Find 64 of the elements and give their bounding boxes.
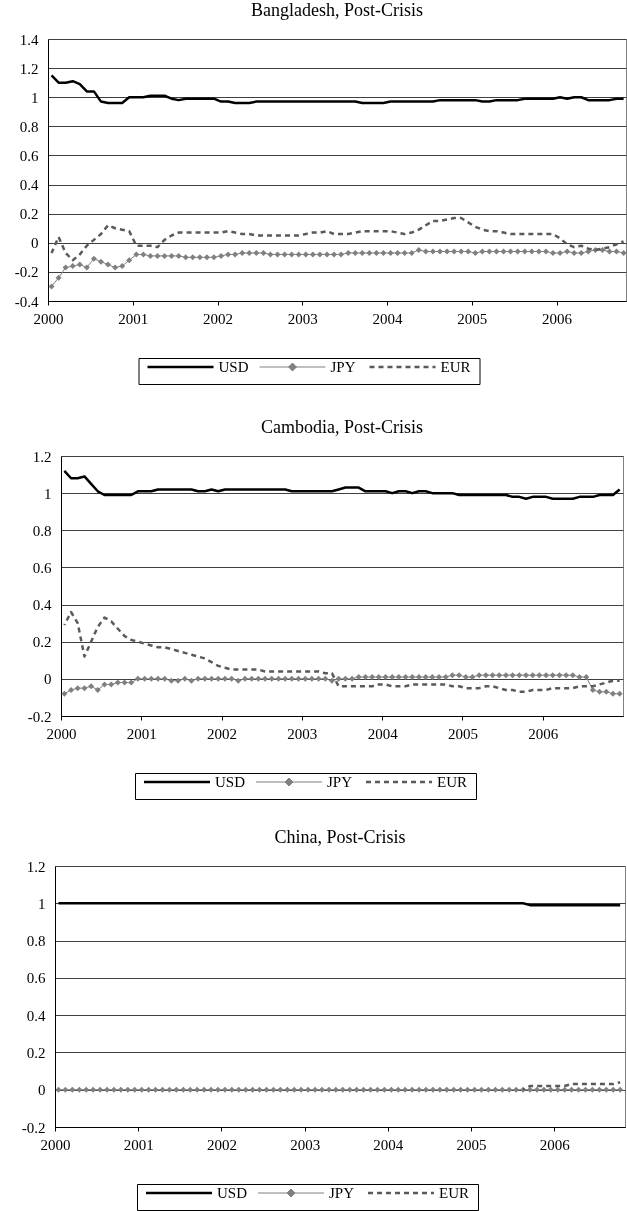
y-tick-label: 0.8 <box>19 118 38 135</box>
y-tick-label: 1.2 <box>26 858 46 875</box>
y-tick-label: -0.2 <box>14 264 38 281</box>
x-tick-label: 2004 <box>373 1136 404 1153</box>
x-tick-label: 2006 <box>528 725 559 742</box>
y-tick-label: 0.2 <box>32 634 52 651</box>
legend-label: JPY <box>327 774 353 790</box>
legend-label: JPY <box>330 359 356 375</box>
x-tick-label: 2002 <box>206 1136 237 1153</box>
x-tick-label: 2006 <box>539 1136 571 1153</box>
x-tick-label: 2001 <box>123 1136 154 1153</box>
y-tick-label: 0.8 <box>32 522 52 539</box>
y-tick-label: 1 <box>38 895 46 912</box>
y-tick-label: 0 <box>30 235 38 252</box>
y-tick-label: 1.2 <box>32 448 52 465</box>
x-tick-label: 2006 <box>541 310 572 327</box>
legend-label: JPY <box>329 1185 355 1201</box>
legend-label: USD <box>215 774 246 790</box>
line-series <box>49 74 625 105</box>
legend-label: EUR <box>439 1185 469 1201</box>
chart-title: Cambodia, Post-Crisis <box>260 417 424 437</box>
x-tick-label: 2005 <box>456 1136 487 1153</box>
line-series <box>63 610 621 694</box>
line-series <box>49 216 625 262</box>
y-tick-label: 1 <box>44 485 52 502</box>
y-tick-label: 0 <box>38 1082 46 1099</box>
y-tick-label: 0.6 <box>26 970 46 987</box>
line-series <box>521 1081 622 1091</box>
y-tick-label: 0.8 <box>26 933 46 950</box>
line-series <box>63 469 621 500</box>
y-tick-label: 0.4 <box>26 1007 46 1024</box>
y-tick-label: 0.2 <box>19 206 38 223</box>
x-tick-label: 2002 <box>202 310 233 327</box>
x-tick-label: 2004 <box>367 725 399 742</box>
legend-label: USD <box>217 1185 248 1201</box>
y-tick-label: 1 <box>30 89 38 106</box>
x-tick-label: 2004 <box>372 310 403 327</box>
x-tick-label: 2005 <box>447 725 478 742</box>
x-tick-label: 2001 <box>126 725 157 742</box>
x-tick-label: 2003 <box>290 1136 321 1153</box>
y-tick-label: 1.4 <box>19 31 39 48</box>
x-tick-label: 2000 <box>33 310 63 327</box>
chart-title: Bangladesh, Post-Crisis <box>250 0 423 20</box>
x-tick-label: 2002 <box>207 725 238 742</box>
legend-label: EUR <box>440 359 470 375</box>
x-tick-label: 2003 <box>287 725 318 742</box>
x-tick-label: 2000 <box>40 1136 71 1153</box>
y-tick-label: 1.2 <box>19 60 38 77</box>
y-tick-label: 0.2 <box>26 1044 46 1061</box>
x-tick-label: 2005 <box>456 310 487 327</box>
legend-label: USD <box>218 359 249 375</box>
chart-title: China, Post-Crisis <box>274 827 406 847</box>
x-tick-label: 2003 <box>287 310 318 327</box>
y-tick-label: 0.6 <box>32 559 52 576</box>
y-tick-label: 0.4 <box>32 597 52 614</box>
y-tick-label: -0.4 <box>14 293 39 310</box>
x-tick-label: 2001 <box>117 310 148 327</box>
y-tick-label: 0 <box>44 671 52 688</box>
y-tick-label: 0.6 <box>19 147 39 164</box>
x-tick-label: 2000 <box>46 725 77 742</box>
y-tick-label: -0.2 <box>21 1119 46 1136</box>
legend-label: EUR <box>437 774 467 790</box>
y-tick-label: -0.2 <box>27 708 52 725</box>
y-tick-label: 0.4 <box>19 177 39 194</box>
